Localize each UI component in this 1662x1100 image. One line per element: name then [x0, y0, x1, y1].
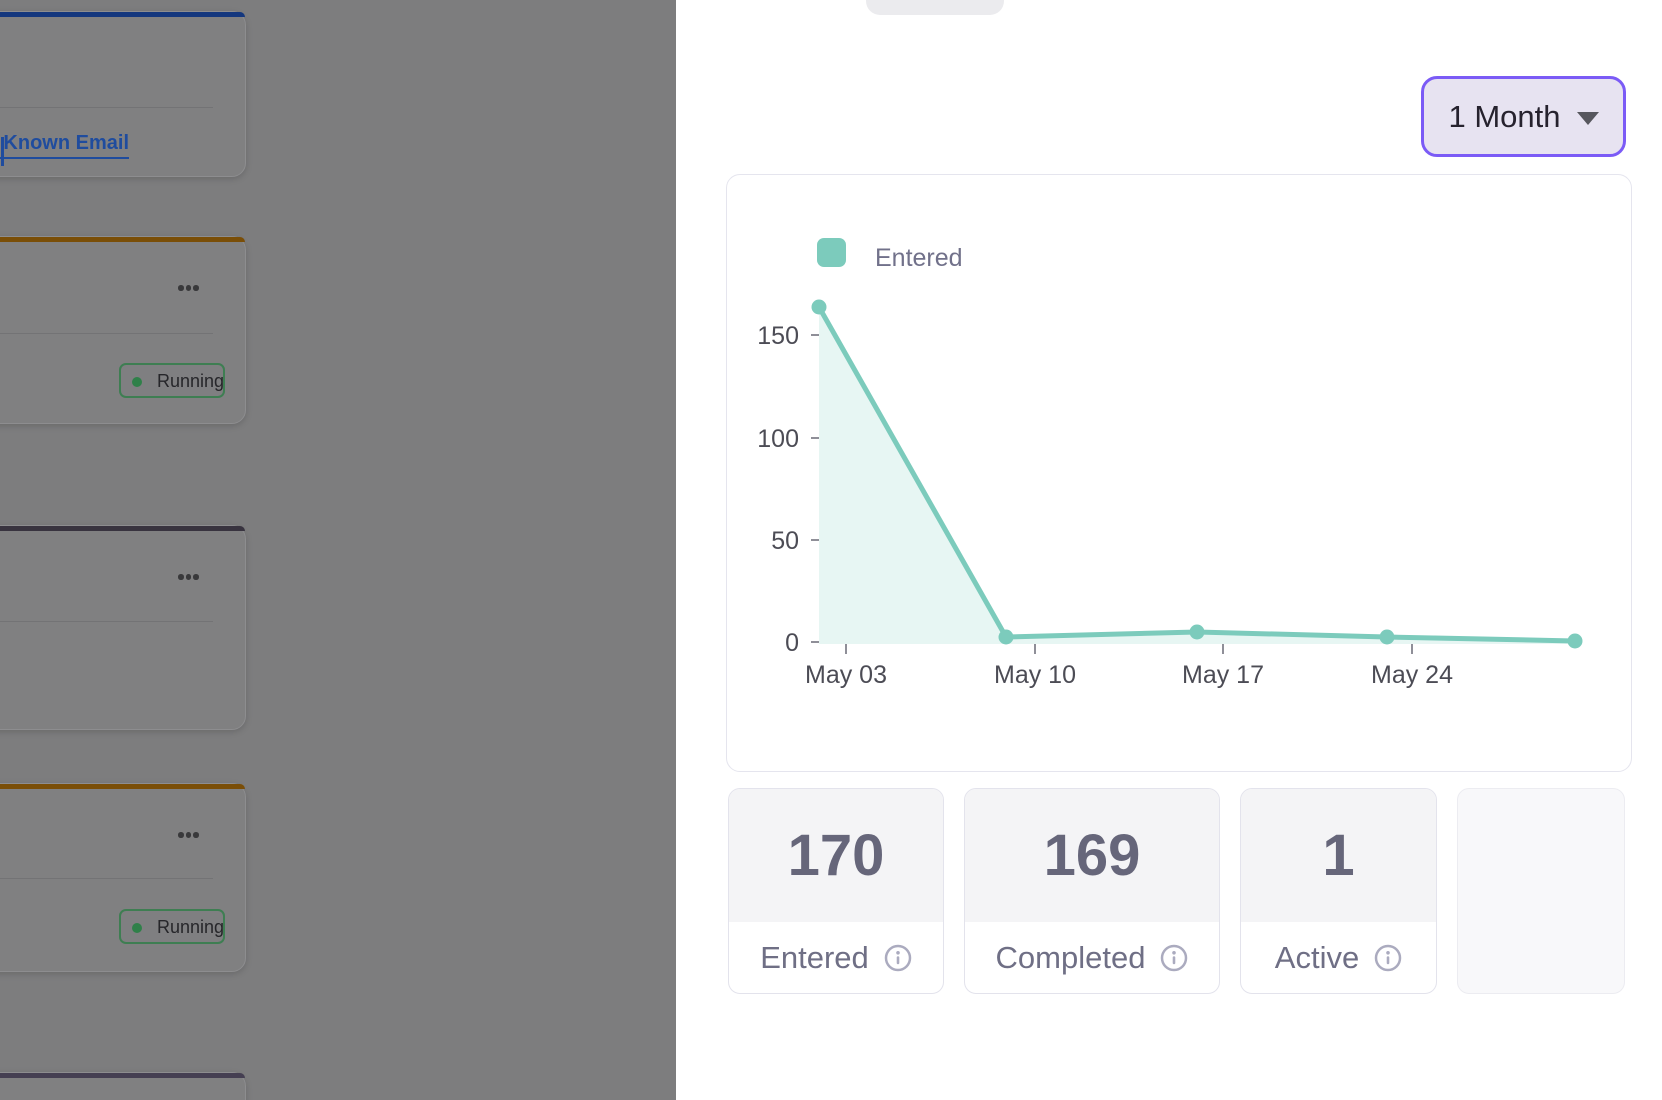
svg-text:May 10: May 10	[994, 661, 1076, 689]
svg-text:100: 100	[757, 425, 799, 453]
svg-text:150: 150	[757, 322, 799, 350]
svg-text:May 24: May 24	[1371, 661, 1453, 689]
svg-text:May 17: May 17	[1182, 661, 1264, 689]
svg-text:50: 50	[771, 527, 799, 555]
svg-text:0: 0	[785, 629, 799, 657]
svg-text:May 03: May 03	[805, 661, 887, 689]
